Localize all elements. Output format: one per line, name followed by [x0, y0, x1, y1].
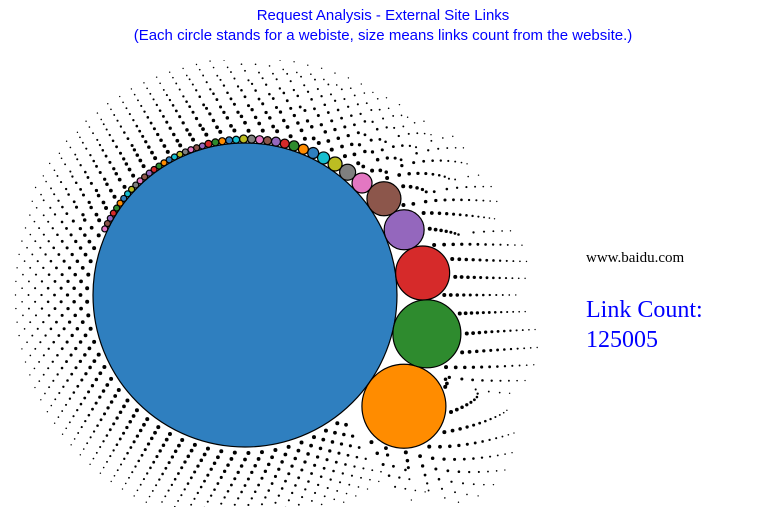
site-circle[interactable] [233, 136, 240, 143]
selected-domain: www.baidu.com [586, 250, 756, 267]
site-circle[interactable] [362, 364, 446, 448]
site-circle[interactable] [384, 210, 424, 250]
site-circle[interactable] [102, 226, 108, 232]
site-circle[interactable] [396, 246, 450, 300]
site-circle[interactable] [264, 137, 272, 145]
info-panel: www.baidu.com Link Count: 125005 [586, 250, 756, 355]
site-circle[interactable] [367, 182, 401, 216]
site-circle[interactable] [205, 140, 212, 147]
site-circle[interactable] [256, 136, 264, 144]
title-line-1: Request Analysis - External Site Links [0, 6, 766, 26]
main-circle[interactable] [93, 143, 397, 447]
link-count-label: Link Count: [586, 297, 703, 323]
title-line-2: (Each circle stands for a webiste, size … [0, 26, 766, 46]
link-count-block: Link Count: 125005 [586, 295, 756, 355]
site-circle[interactable] [280, 139, 289, 148]
site-circle[interactable] [289, 141, 299, 151]
bubble-chart [0, 60, 560, 507]
site-circle[interactable] [219, 138, 226, 145]
site-circle[interactable] [271, 137, 280, 146]
site-circle[interactable] [240, 135, 248, 143]
link-count-value: 125005 [586, 327, 658, 353]
site-circle[interactable] [199, 143, 205, 149]
data-circles [93, 135, 461, 448]
site-circle[interactable] [212, 139, 219, 146]
chart-svg [0, 60, 560, 507]
site-circle[interactable] [298, 144, 308, 154]
site-circle[interactable] [226, 137, 233, 144]
site-circle[interactable] [393, 300, 461, 368]
site-circle[interactable] [308, 148, 319, 159]
chart-title: Request Analysis - External Site Links (… [0, 0, 766, 47]
site-circle[interactable] [318, 152, 330, 164]
site-circle[interactable] [328, 157, 342, 171]
site-circle[interactable] [248, 135, 256, 143]
